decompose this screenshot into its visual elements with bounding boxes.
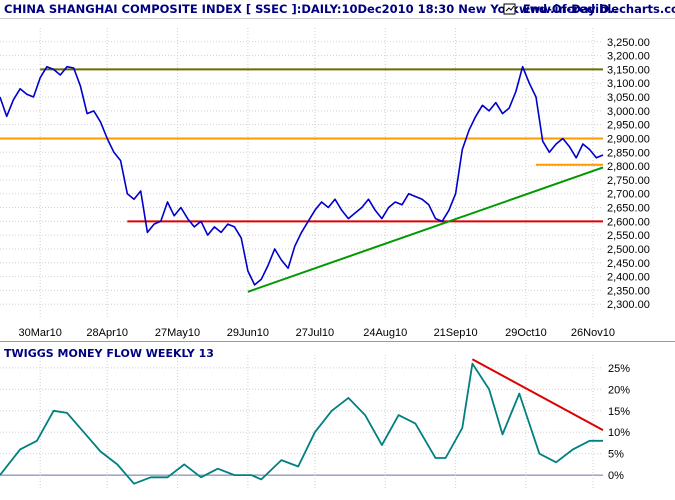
price-y-tick-label: 2,300.00	[607, 299, 650, 311]
indicator-grid	[0, 355, 603, 488]
price-y-tick-label: 2,850.00	[607, 147, 650, 159]
price-y-tick-label: 2,400.00	[607, 272, 650, 284]
indicator-y-tick-label: 15%	[608, 406, 630, 418]
indicator-y-tick-label: 20%	[608, 384, 630, 396]
price-x-tick-label: 27May10	[155, 327, 200, 339]
indicator-y-axis: 0% 5% 10% 15% 20% 25%	[608, 363, 630, 482]
indicator-trendlines	[471, 358, 604, 431]
price-y-tick-label: 2,750.00	[607, 175, 650, 187]
price-y-tick-label: 2,950.00	[607, 120, 650, 132]
price-x-tick-label: 26Nov10	[571, 327, 615, 339]
site-icon-mark	[505, 5, 515, 12]
price-y-tick-label: 3,250.00	[607, 37, 650, 49]
price-y-tick-label: 3,200.00	[607, 51, 650, 63]
indicator-series	[0, 362, 603, 485]
price-y-tick-label: 2,450.00	[607, 258, 650, 270]
price-x-tick-label: 27Jul10	[296, 327, 335, 339]
price-y-tick-label: 2,700.00	[607, 189, 650, 201]
price-y-axis: 2,300.00 2,350.002,400.00 2,450.00 2,500.00…	[607, 37, 650, 311]
price-x-tick-label: 28Apr10	[86, 327, 128, 339]
price-y-tick-label: 3,100.00	[607, 78, 650, 90]
price-y-tick-label: 2,900.00	[607, 133, 650, 145]
chart-title: CHINA SHANGHAI COMPOSITE INDEX [ SSEC ]:…	[4, 2, 618, 16]
price-trendline-5	[247, 166, 604, 293]
indicator-y-tick-label: 25%	[608, 363, 630, 375]
site-credit[interactable]: www.incrediblecharts.com	[503, 2, 675, 16]
price-y-tick-label: 3,000.00	[607, 106, 650, 118]
price-y-tick-label: 2,550.00	[607, 230, 650, 242]
price-series-line	[0, 65, 604, 286]
site-url[interactable]: www.incrediblecharts.com	[519, 2, 675, 16]
price-trendlines	[0, 68, 604, 293]
price-y-tick-label: 2,500.00	[607, 244, 650, 256]
indicator-y-tick-label: 5%	[608, 449, 624, 461]
price-x-tick-label: 29Jun10	[227, 327, 269, 339]
price-series	[0, 65, 604, 286]
price-x-tick-label: 21Sep10	[434, 327, 478, 339]
indicator-title: TWIGGS MONEY FLOW WEEKLY 13	[4, 347, 214, 360]
price-x-tick-label: 30Mar10	[18, 327, 61, 339]
price-y-tick-label: 2,600.00	[607, 216, 650, 228]
indicator-series-line	[0, 362, 603, 485]
indicator-trendline-1	[471, 358, 604, 431]
price-x-tick-label: 29Oct10	[505, 327, 547, 339]
price-x-axis: 30Mar10 28Apr10 27May10 29Jun10 27Jul10 24Aug…	[18, 327, 614, 339]
price-y-tick-label: 2,350.00	[607, 285, 650, 297]
price-x-tick-label: 24Aug10	[363, 327, 407, 339]
price-y-tick-label: 2,650.00	[607, 203, 650, 215]
price-y-tick-label: 3,150.00	[607, 64, 650, 76]
price-y-tick-label: 2,800.00	[607, 161, 650, 173]
indicator-y-tick-label: 0%	[608, 470, 624, 482]
indicator-y-tick-label: 10%	[608, 427, 630, 439]
price-y-tick-label: 3,050.00	[607, 92, 650, 104]
